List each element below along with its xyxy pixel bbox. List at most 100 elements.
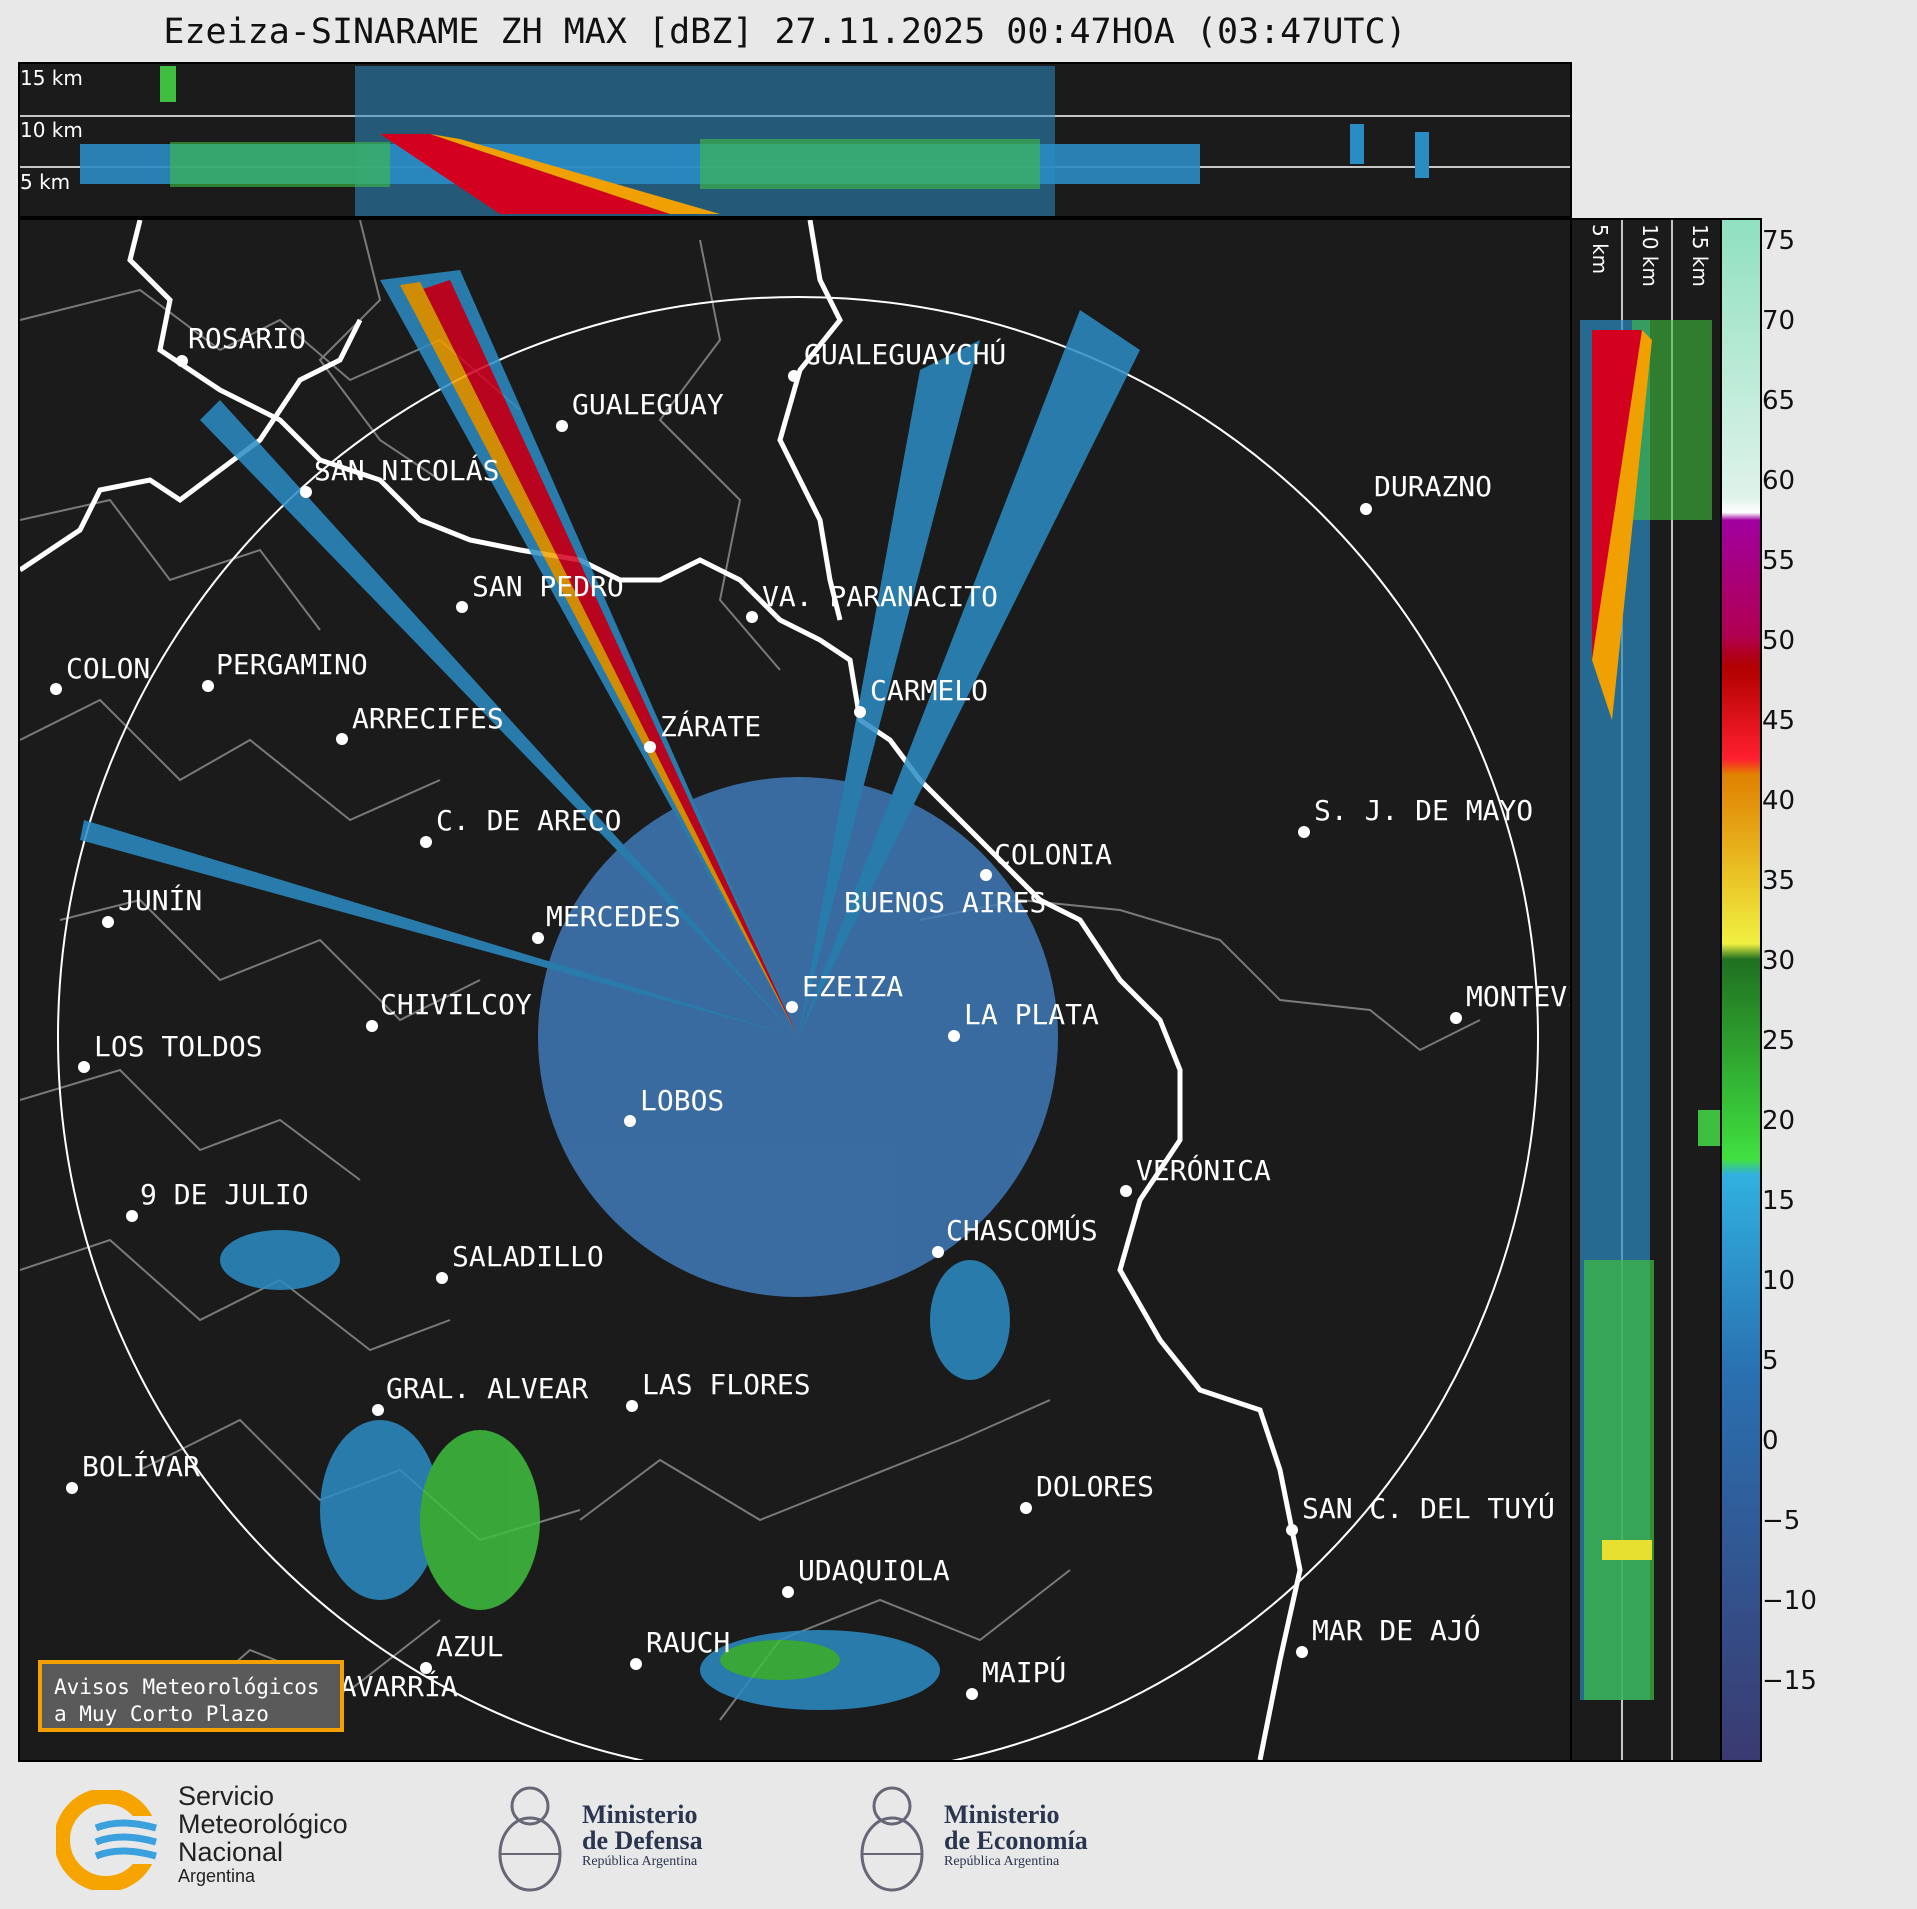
city-label-c-de-areco: C. DE ARECO (436, 804, 622, 837)
city-label-lobos: LOBOS (640, 1084, 725, 1117)
city-dot-gral-alvear (372, 1404, 384, 1416)
city-dot-montevideo (1450, 1012, 1462, 1024)
side-altitude-5: 5 km (1588, 224, 1612, 275)
city-dot-las-flores (626, 1400, 638, 1412)
cbar-tick-15: 15 (1762, 1186, 1796, 1216)
top-cross-section (18, 62, 1572, 218)
cbar-tick-minus5: −5 (1762, 1506, 1801, 1536)
city-label-chascomus: CHASCOMÚS (946, 1214, 1098, 1247)
city-dot-la-plata (948, 1030, 960, 1042)
city-dot-junin (102, 916, 114, 928)
city-label-arrecifes: ARRECIFES (352, 702, 504, 735)
side-cross-section-graphic (1580, 220, 1720, 1760)
cbar-tick-45: 45 (1762, 706, 1796, 736)
city-dot-san-nicolas (300, 486, 312, 498)
city-label-buenos-aires: BUENOS AIRES (844, 886, 1047, 919)
side-altitude-15: 15 km (1688, 224, 1712, 287)
city-label-ezeiza: EZEIZA (802, 970, 904, 1003)
smn-logo-icon (56, 1790, 164, 1890)
cbar-tick-60: 60 (1762, 466, 1796, 496)
economia-shield-icon (860, 1786, 924, 1892)
defensa-line1: Ministerio (582, 1800, 698, 1829)
city-label-rosario: ROSARIO (188, 322, 307, 355)
city-dot-chivilcoy (366, 1020, 378, 1032)
city-label-va-paranacito: VA. PARANACITO (762, 580, 999, 613)
city-label-montevideo: MONTEVIDEO (1466, 980, 1570, 1013)
city-label-junin: JUNÍN (118, 884, 203, 917)
city-label-san-pedro: SAN PEDRO (472, 570, 624, 603)
cbar-tick-55: 55 (1762, 546, 1796, 576)
city-dot-chascomus (932, 1246, 944, 1258)
cbar-tick-50: 50 (1762, 626, 1796, 656)
city-label-gral-alvear: GRAL. ALVEAR (386, 1372, 589, 1405)
top-cross-section-graphic (20, 66, 1570, 216)
colorbar-graphic (1722, 220, 1760, 1760)
top-altitude-15: 15 km (20, 66, 83, 90)
city-label-zarate: ZÁRATE (660, 710, 762, 743)
cbar-tick-25: 25 (1762, 1026, 1796, 1056)
cbar-tick-20: 20 (1762, 1106, 1796, 1136)
smn-line3: Nacional (178, 1837, 284, 1867)
city-label-pergamino: PERGAMINO (216, 648, 368, 681)
smn-line4: Argentina (178, 1866, 256, 1886)
defensa-shield-icon (498, 1786, 562, 1892)
city-label-la-plata: LA PLATA (964, 998, 1099, 1031)
city-label-chivilcoy: CHIVILCOY (380, 988, 532, 1021)
city-dot-mar-de-ajo (1296, 1646, 1308, 1658)
smn-line1: Servicio (178, 1781, 275, 1811)
city-label-9-de-julio: 9 DE JULIO (140, 1178, 309, 1211)
city-dot-bolivar (66, 1482, 78, 1494)
city-dot-gualeguaychu (788, 370, 800, 382)
avisos-line1: Avisos Meteorológicos (54, 1675, 320, 1699)
city-dot-mercedes (532, 932, 544, 944)
radar-map (18, 218, 1572, 1762)
cbar-tick-minus10: −10 (1762, 1586, 1817, 1616)
city-label-rauch: RAUCH (646, 1626, 731, 1659)
city-dot-maipu (966, 1688, 978, 1700)
city-dot-san-c-del-tuyu (1286, 1524, 1298, 1536)
city-label-bolivar: BOLÍVAR (82, 1450, 201, 1483)
radar-range-ring (57, 296, 1539, 1760)
side-altitude-10: 10 km (1638, 224, 1662, 287)
economia-line2: de Economía (944, 1826, 1088, 1855)
cbar-tick-65: 65 (1762, 386, 1796, 416)
city-label-durazno: DURAZNO (1374, 470, 1493, 503)
city-dot-arrecifes (336, 733, 348, 745)
city-label-gualeguaychu: GUALEGUAYCHÚ (804, 338, 1007, 371)
defensa-line3: República Argentina (582, 1854, 698, 1869)
top-altitude-10: 10 km (20, 118, 83, 142)
city-dot-pergamino (202, 680, 214, 692)
chart-title: Ezeiza-SINARAME ZH MAX [dBZ] 27.11.2025 … (163, 12, 1407, 52)
smn-line2: Meteorológico (178, 1809, 348, 1839)
city-dot-sj-de-mayo (1298, 826, 1310, 838)
city-label-udaquiola: UDAQUIOLA (798, 1554, 950, 1587)
avisos-badge[interactable]: Avisos Meteorológicos a Muy Corto Plazo (38, 1660, 344, 1732)
city-label-sj-de-mayo: S. J. DE MAYO (1314, 794, 1534, 827)
city-dot-colonia (980, 869, 992, 881)
city-dot-udaquiola (782, 1586, 794, 1598)
city-dot-rauch (630, 1658, 642, 1670)
defensa-line2: de Defensa (582, 1826, 703, 1855)
city-dot-los-toldos (78, 1061, 90, 1073)
city-label-colonia: COLONIA (994, 838, 1113, 871)
city-label-los-toldos: LOS TOLDOS (94, 1030, 263, 1063)
city-dot-veronica (1120, 1185, 1132, 1197)
cbar-tick-30: 30 (1762, 946, 1796, 976)
city-label-azul: AZUL (436, 1630, 504, 1663)
city-dot-carmelo (854, 706, 866, 718)
city-dot-azul (420, 1662, 432, 1674)
city-label-las-flores: LAS FLORES (642, 1368, 811, 1401)
city-label-mar-de-ajo: MAR DE AJÓ (1312, 1614, 1481, 1647)
city-dot-rosario (176, 355, 188, 367)
city-dot-lobos (624, 1115, 636, 1127)
city-label-veronica: VERÓNICA (1136, 1154, 1271, 1187)
cbar-tick-40: 40 (1762, 786, 1796, 816)
cbar-tick-0: 0 (1762, 1426, 1779, 1456)
city-dot-gualeguay (556, 420, 568, 432)
city-dot-va-paranacito (746, 611, 758, 623)
cbar-tick-70: 70 (1762, 306, 1796, 336)
city-label-gualeguay: GUALEGUAY (572, 388, 724, 421)
city-dot-c-de-areco (420, 836, 432, 848)
city-dot-ezeiza (786, 1001, 798, 1013)
city-dot-zarate (644, 741, 656, 753)
